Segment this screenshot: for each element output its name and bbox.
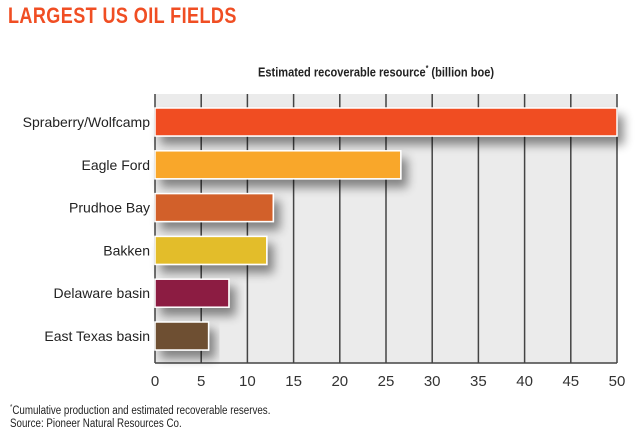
category-label: Bakken <box>103 242 150 258</box>
bar <box>154 150 402 180</box>
footnote-marker: * <box>10 404 13 411</box>
category-label: Delaware basin <box>54 285 151 301</box>
axis-title-units: (billion boe) <box>431 64 495 80</box>
x-tick-label: 35 <box>470 373 487 390</box>
source-note: Source: Pioneer Natural Resources Co. <box>10 418 182 430</box>
x-tick-label: 10 <box>239 373 256 390</box>
category-label: Prudhoe Bay <box>69 200 150 216</box>
axis-title: Estimated recoverable resource* (billion… <box>258 64 494 79</box>
x-tick-label: 50 <box>609 373 626 390</box>
x-tick-label: 15 <box>285 373 302 390</box>
x-tick-label: 30 <box>424 373 441 390</box>
axis-title-marker: * <box>425 64 429 73</box>
footnote-text: Cumulative production and estimated reco… <box>12 404 271 417</box>
bar <box>154 192 275 223</box>
chart-title: LARGEST US OIL FIELDS <box>8 3 237 28</box>
bar <box>154 321 210 351</box>
category-label: East Texas basin <box>44 328 150 344</box>
category-label: Eagle Ford <box>82 157 150 173</box>
footnote: *Cumulative production and estimated rec… <box>10 404 270 417</box>
x-tick-label: 0 <box>151 373 159 390</box>
bar <box>154 278 230 308</box>
x-tick-label: 40 <box>516 373 533 390</box>
x-tick-label: 20 <box>331 373 348 390</box>
axis-title-text: Estimated recoverable resource <box>258 64 426 80</box>
category-label: Spraberry/Wolfcamp <box>23 114 151 130</box>
x-tick-label: 25 <box>378 373 395 390</box>
bar <box>154 235 268 266</box>
x-tick-label: 5 <box>197 373 205 390</box>
x-tick-label: 45 <box>562 373 579 390</box>
bar <box>154 107 618 137</box>
